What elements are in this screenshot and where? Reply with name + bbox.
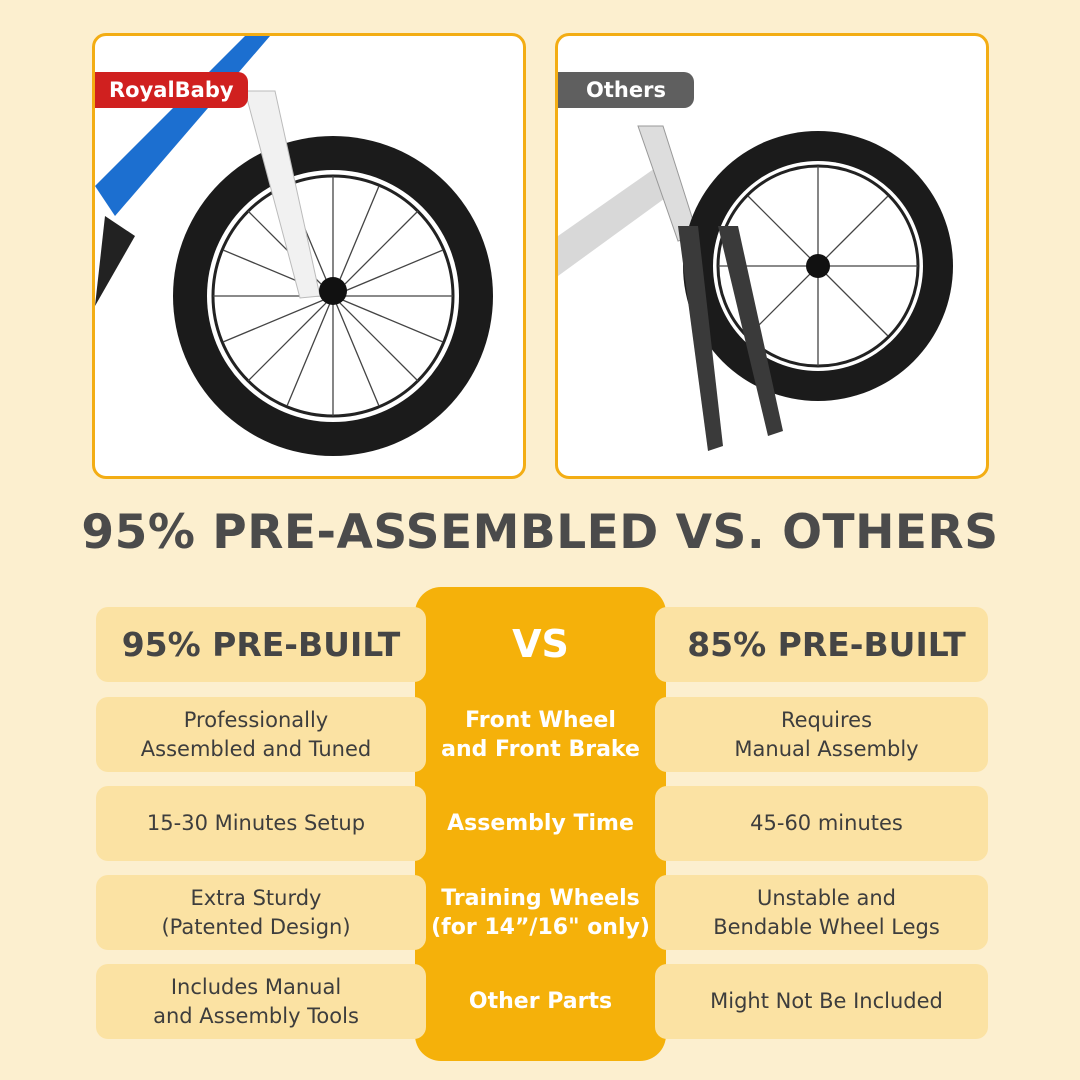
royalbaby-bike-photo: RoyalBaby <box>92 33 526 479</box>
left-cell: 15-30 Minutes Setup <box>96 786 426 861</box>
criterion-label: Front Wheel and Front Brake <box>441 707 640 762</box>
page-title: 95% PRE-ASSEMBLED VS. OTHERS <box>81 505 999 560</box>
right-cell: 45-60 minutes <box>655 786 988 861</box>
vs-header: VS <box>512 622 569 666</box>
others-wheel-illustration <box>558 125 953 451</box>
right-cell: Requires Manual Assembly <box>655 697 988 772</box>
royalbaby-label: RoyalBaby <box>95 72 248 108</box>
left-header: 95% PRE-BUILT <box>96 607 426 682</box>
right-cell: Unstable and Bendable Wheel Legs <box>655 875 988 950</box>
left-cell: Extra Sturdy (Patented Design) <box>96 875 426 950</box>
vs-column <box>415 587 666 1061</box>
criterion-label: Training Wheels (for 14”/16" only) <box>431 885 650 940</box>
others-label: Others <box>558 72 694 108</box>
left-cell: Professionally Assembled and Tuned <box>96 697 426 772</box>
right-cell: Might Not Be Included <box>655 964 988 1039</box>
criterion-label: Other Parts <box>468 989 613 1014</box>
royalbaby-wheel-illustration <box>95 36 493 456</box>
others-bike-photo: Others <box>555 33 989 479</box>
right-header: 85% PRE-BUILT <box>655 607 988 682</box>
left-cell: Includes Manual and Assembly Tools <box>96 964 426 1039</box>
criterion-label: Assembly Time <box>447 811 634 836</box>
